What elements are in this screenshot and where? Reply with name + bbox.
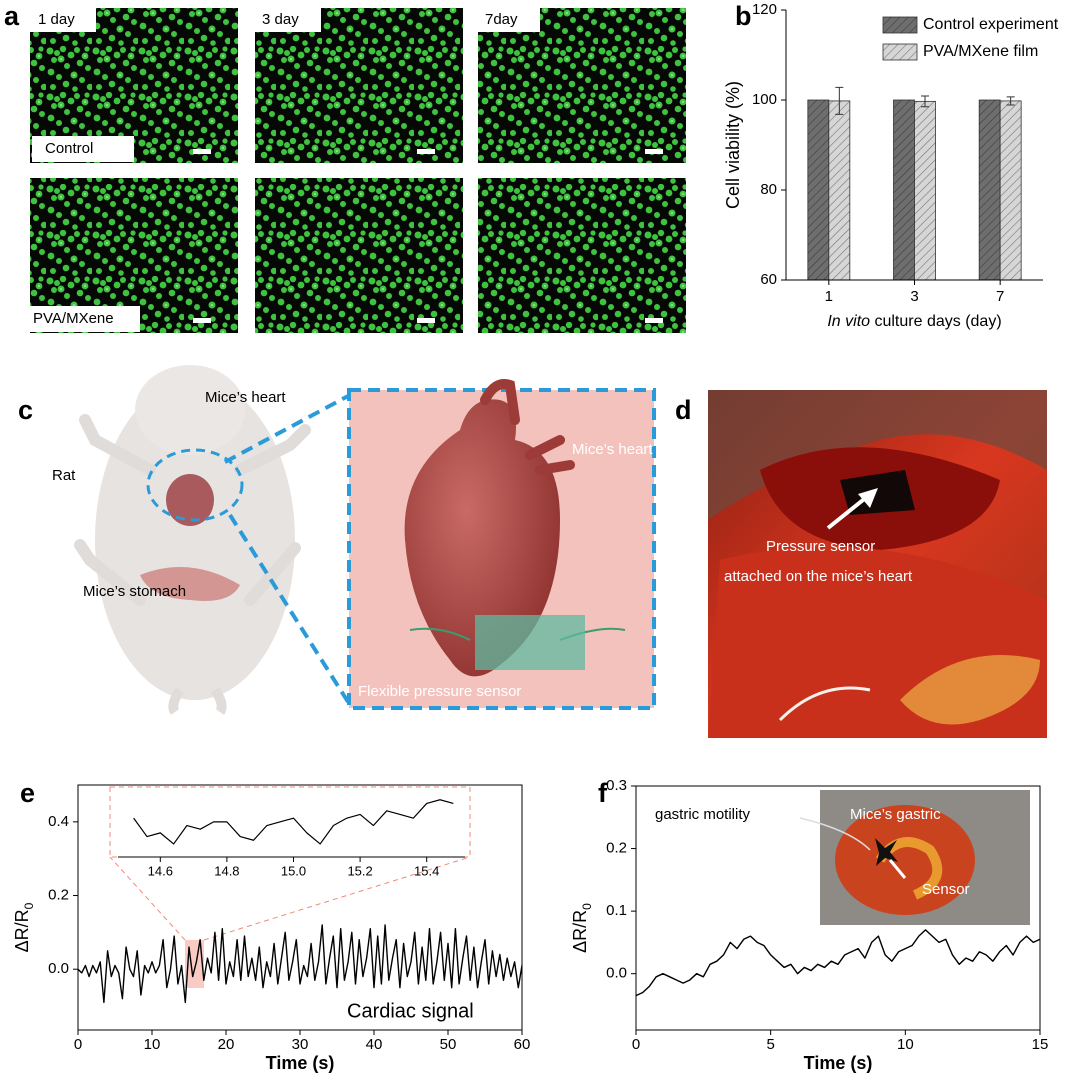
panel-letter: b	[735, 1, 752, 31]
x-tick-label: 15.0	[281, 863, 306, 878]
x-tick-label: 30	[292, 1036, 309, 1053]
annotation: Cardiac signal	[347, 1000, 474, 1022]
photo-label: gastric motility	[655, 806, 751, 823]
y-axis-title-part: ΔR/R	[570, 910, 590, 953]
x-tick-label: 15.2	[347, 863, 372, 878]
y-tick-label: 0.0	[606, 965, 627, 982]
day-label: 1 day	[38, 11, 75, 28]
x-tick-label: 3	[910, 288, 918, 305]
legend-hatch	[883, 17, 917, 33]
y-axis-title-part: ΔR/R	[12, 909, 32, 952]
error-bar	[921, 95, 929, 108]
illustration-label: Flexible pressure sensor	[358, 683, 521, 700]
panel-letter: d	[675, 395, 692, 425]
y-tick-label: 100	[752, 91, 777, 108]
label-box	[478, 8, 540, 32]
x-tick-label: 14.8	[214, 863, 239, 878]
bar-hatch	[979, 100, 1001, 280]
x-tick-label: 40	[366, 1036, 383, 1053]
label-box	[30, 8, 96, 32]
illustration-label: Mice’s heart	[572, 441, 653, 458]
x-tick-label: 14.6	[148, 863, 173, 878]
surgery-photo	[708, 390, 1047, 738]
label-box	[32, 136, 134, 162]
bar-hatch	[914, 101, 936, 280]
y-axis-title: ΔR/R0	[12, 902, 36, 952]
bar-hatch	[828, 100, 850, 281]
panel-letter: e	[20, 778, 35, 808]
y-tick-label: 120	[752, 1, 777, 18]
micrographs: 1 day 3 day 7day Control PVA/MXene	[30, 8, 686, 333]
x-tick-label: 15	[1032, 1036, 1049, 1053]
legend-label: Control experiment	[923, 16, 1059, 33]
photo-label: Mice’s gastric	[850, 806, 941, 823]
zoom-connector	[109, 856, 186, 941]
y-tick-label: 0.3	[606, 777, 627, 794]
photo-label: attached on the mice’s heart	[724, 568, 913, 585]
photo-label: Sensor	[922, 881, 970, 898]
panel-letter: f	[598, 778, 608, 808]
row-label: Control	[45, 140, 93, 157]
x-tick-label: 50	[440, 1036, 457, 1053]
panel-letter: c	[18, 395, 33, 425]
row-label: PVA/MXene	[33, 310, 114, 327]
x-tick-label: 0	[632, 1036, 640, 1053]
x-tick-label: 10	[144, 1036, 161, 1053]
micrograph	[255, 178, 463, 333]
scale-bars	[193, 149, 663, 323]
label-box	[30, 306, 140, 332]
line-series	[133, 799, 454, 845]
y-axis-title-part: 0	[580, 903, 594, 910]
x-axis-title: Time (s)	[266, 1053, 335, 1073]
y-axis-title-part: 0	[22, 902, 36, 909]
y-tick-label: 0.0	[48, 960, 69, 977]
x-axis-title-part: In vito	[827, 313, 870, 330]
photo-label: Pressure sensor	[766, 538, 875, 555]
panel-letter: a	[4, 1, 20, 31]
illustration-label: Mice’s stomach	[83, 583, 186, 600]
x-tick-label: 10	[897, 1036, 914, 1053]
line-series	[77, 924, 523, 1004]
illustration-label: Rat	[52, 467, 76, 484]
label-box	[255, 8, 321, 32]
x-tick-label: 20	[218, 1036, 235, 1053]
x-tick-label: 1	[825, 288, 833, 305]
x-axis-title-part: culture days (day)	[870, 313, 1002, 330]
day-label: 7day	[485, 11, 518, 28]
bar-hatch	[893, 100, 915, 280]
plot-frame	[635, 785, 1041, 1031]
bar-hatch	[807, 100, 829, 280]
y-tick-label: 0.2	[606, 840, 627, 857]
legend-label: PVA/MXene film	[923, 43, 1038, 60]
legend-hatch	[883, 44, 917, 60]
x-tick-label: 0	[74, 1036, 82, 1053]
y-tick-label: 0.4	[48, 813, 69, 830]
mouse-illustration	[74, 365, 656, 715]
micrograph	[478, 8, 686, 163]
gastric-photo	[799, 790, 1030, 925]
x-axis-title: In vito culture days (day)	[827, 313, 1001, 330]
bar-hatch	[1000, 100, 1022, 281]
x-tick-label: 60	[514, 1036, 531, 1053]
x-tick-label: 5	[766, 1036, 774, 1053]
y-tick-label: 80	[760, 181, 777, 198]
day-label: 3 day	[262, 11, 299, 28]
y-axis-title: ΔR/R0	[570, 903, 594, 953]
micrograph	[255, 8, 463, 163]
y-tick-label: 0.1	[606, 902, 627, 919]
y-axis-title: Cell viability (%)	[723, 81, 743, 209]
micrograph	[478, 178, 686, 333]
x-tick-label: 15.4	[414, 863, 439, 878]
zoom-connector	[203, 856, 471, 941]
x-axis-title: Time (s)	[804, 1053, 873, 1073]
x-tick-label: 7	[996, 288, 1004, 305]
inset-box	[109, 786, 471, 858]
line-series	[635, 929, 1041, 997]
illustration-label: Mice’s heart	[205, 389, 286, 406]
error-bar	[835, 86, 844, 115]
y-tick-label: 60	[760, 271, 777, 288]
y-tick-label: 0.2	[48, 886, 69, 903]
error-bar	[1006, 96, 1015, 106]
